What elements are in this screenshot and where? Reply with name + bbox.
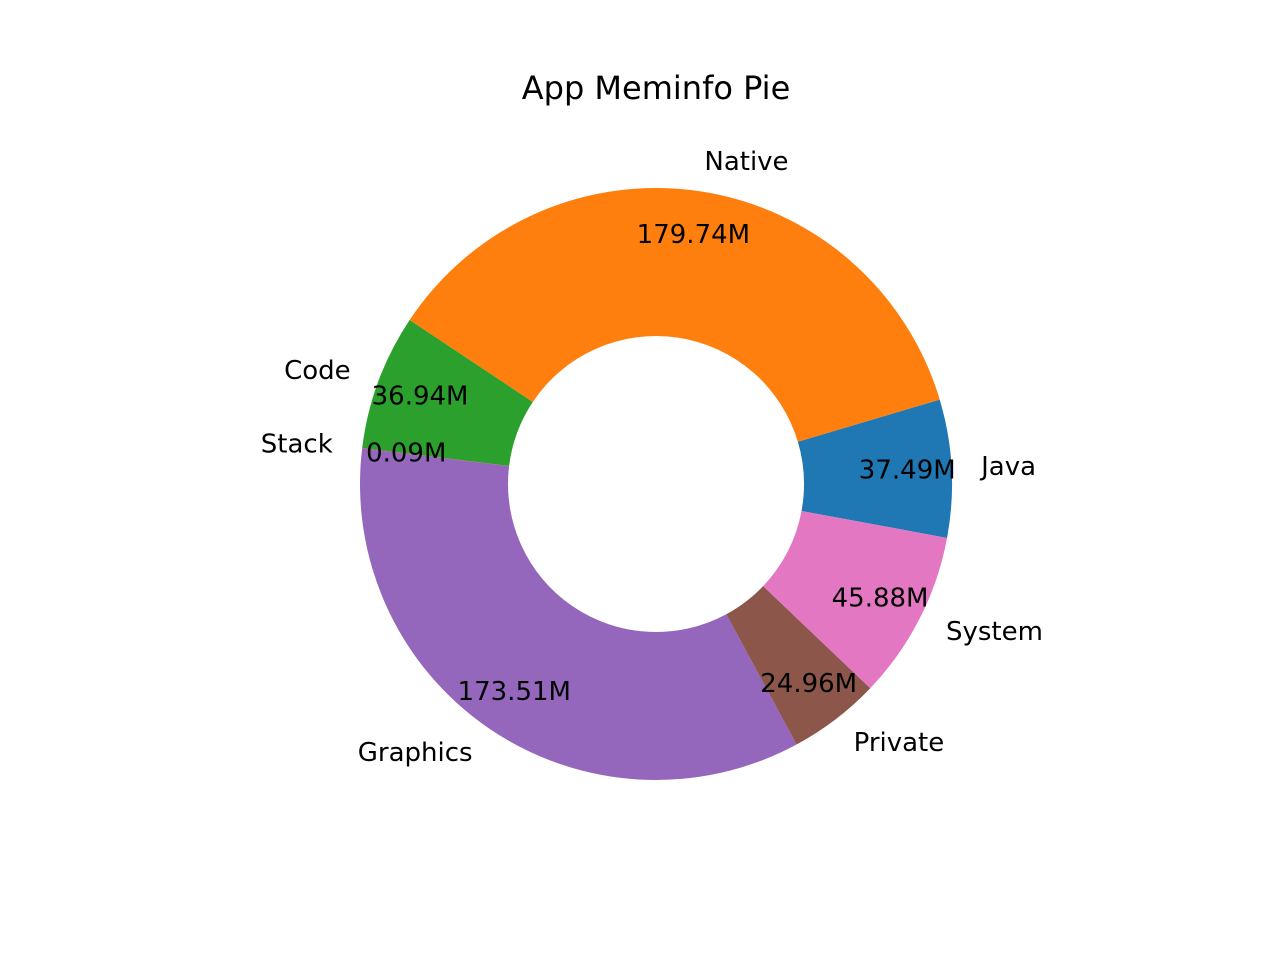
- slice-java: [797, 399, 952, 538]
- slice-label-code: Code: [284, 356, 351, 386]
- value-label-native: 179.74M: [637, 220, 750, 250]
- slice-label-graphics: Graphics: [358, 738, 473, 768]
- slice-code: [362, 319, 533, 466]
- value-label-code: 36.94M: [372, 382, 469, 412]
- slice-system: [763, 510, 948, 689]
- slice-label-stack: Stack: [261, 430, 333, 460]
- slice-graphics: [359, 448, 797, 780]
- slice-stack: [362, 447, 510, 467]
- value-label-private: 24.96M: [760, 669, 857, 699]
- slice-label-system: System: [946, 617, 1043, 647]
- value-label-java: 37.49M: [859, 456, 956, 486]
- labels-layer: Java 37.49M Native 179.74M Code 36.94M Stack 0.…: [261, 147, 1043, 768]
- slice-native: [409, 188, 940, 442]
- slice-label-private: Private: [854, 728, 945, 758]
- value-label-stack: 0.09M: [366, 439, 446, 469]
- slice-private: [726, 586, 871, 745]
- slice-label-native: Native: [704, 147, 788, 177]
- slices-layer: [359, 188, 952, 780]
- chart-title: App Meminfo Pie: [522, 69, 791, 107]
- slice-label-java: Java: [979, 452, 1036, 482]
- value-label-graphics: 173.51M: [458, 677, 571, 707]
- value-label-system: 45.88M: [832, 583, 929, 613]
